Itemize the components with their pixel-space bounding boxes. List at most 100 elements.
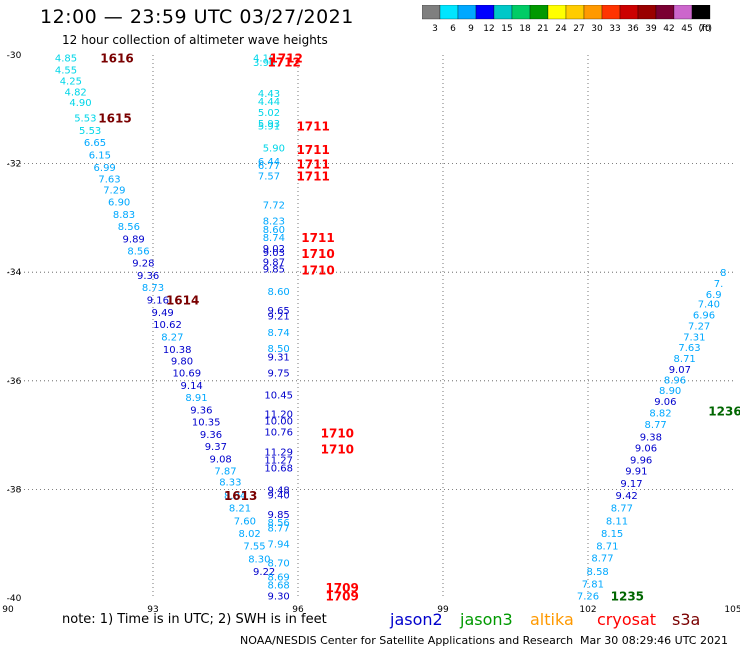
swh-value-label: 4.85	[55, 54, 77, 65]
swh-value-label: 8.74	[263, 233, 285, 244]
swh-value-label: 5.02	[258, 108, 280, 119]
swh-value-label: 9.06	[654, 397, 676, 408]
scale-label: 27	[573, 24, 584, 34]
time-label: 1616	[100, 52, 133, 66]
scale-swatch	[601, 5, 621, 20]
swh-value-label: 8.70	[268, 559, 290, 570]
swh-value-label: 8.56	[118, 222, 140, 233]
y-tick-label: -36	[7, 377, 22, 387]
swh-value-label: 9.80	[171, 357, 193, 368]
swh-value-label: 6.9	[706, 290, 722, 301]
swh-value-label: 8.96	[664, 376, 686, 387]
time-label: 1709	[325, 589, 358, 603]
swh-value-label: 9.85	[268, 510, 290, 521]
swh-value-label: 8.15	[601, 529, 623, 540]
y-tick-label: -40	[7, 594, 22, 604]
swh-value-label: 8.73	[142, 283, 164, 294]
swh-value-label: 8.60	[268, 287, 290, 298]
time-label: 1236	[708, 405, 740, 419]
swh-value-label: 9.21	[268, 312, 290, 323]
credit-text: NOAA/NESDIS Center for Satellite Applica…	[240, 634, 574, 647]
page-subtitle: 12 hour collection of altimeter wave hei…	[62, 33, 328, 47]
swh-value-label: 5.53	[74, 113, 96, 124]
swh-value-label: 9.16	[147, 295, 169, 306]
swh-value-label: 8.33	[219, 477, 241, 488]
swh-value-label: 8.30	[248, 554, 270, 565]
swh-value-label: 10.62	[153, 320, 182, 331]
swh-value-label: 7.94	[268, 540, 290, 551]
scale-swatch	[529, 5, 549, 20]
swh-value-label: 9.48	[268, 485, 290, 496]
scale-label: 36	[627, 24, 639, 34]
swh-value-label: 7.31	[683, 332, 705, 343]
swh-value-label: 6.99	[94, 163, 116, 174]
x-tick-label: 96	[292, 605, 304, 615]
swh-value-label: 4.44	[258, 97, 280, 108]
scale-label: 33	[609, 24, 620, 34]
x-tick-label: 99	[437, 605, 449, 615]
swh-value-label: 8.04	[224, 491, 246, 502]
scale-swatch	[422, 5, 441, 20]
swh-value-label: 7.87	[214, 466, 236, 477]
time-label: 1710	[321, 426, 354, 440]
swh-value-label: 4.90	[69, 98, 91, 109]
swh-value-label: 7.26	[577, 591, 599, 602]
y-tick-label: -38	[7, 485, 22, 495]
swh-value-label: 8.56	[127, 246, 149, 257]
swh-value-label: 8.50	[268, 344, 290, 355]
swh-value-label: 8	[720, 268, 726, 279]
swh-value-label: 4.25	[60, 77, 82, 88]
time-label: 1711	[301, 231, 334, 245]
swh-value-label: 10.68	[264, 464, 293, 475]
swh-value-label: 6.77	[258, 161, 280, 172]
x-tick-label: 102	[579, 605, 596, 615]
time-label: 1235	[611, 589, 644, 603]
swh-value-label: 10.00	[264, 416, 293, 427]
scale-label: 18	[519, 24, 531, 34]
time-label: 1710	[321, 443, 354, 457]
swh-value-label: 7.40	[698, 300, 720, 311]
swh-value-label: 8.77	[268, 523, 290, 534]
swh-value-label: 9.87	[263, 257, 285, 268]
swh-value-label: 8.23	[263, 217, 285, 228]
swh-value-label: 10.38	[163, 345, 192, 356]
satellite-tracks: 4.854.554.254.824.905.535.536.656.156.99…	[55, 54, 727, 603]
swh-value-label: 8.90	[659, 386, 681, 397]
track-2: 7.267.818.588.778.718.158.118.779.429.17…	[577, 268, 727, 602]
swh-value-label: 9.31	[268, 352, 290, 363]
legend-item-s3a: s3a	[672, 610, 701, 629]
swh-value-label: 8.11	[606, 516, 628, 527]
swh-value-label: 5.91	[258, 122, 280, 133]
swh-value-label: 7.63	[678, 343, 700, 354]
swh-value-label: 7.	[714, 279, 724, 290]
page-title: 12:00 — 23:59 UTC 03/27/2021	[40, 6, 354, 28]
scale-label: 24	[555, 24, 567, 34]
scale-swatch	[583, 5, 603, 20]
swh-value-label: 8.21	[229, 503, 251, 514]
swh-value-label: 8.71	[674, 354, 696, 365]
y-tick-label: -32	[7, 160, 22, 170]
scale-swatch	[691, 5, 711, 20]
swh-value-label: 10.69	[173, 369, 202, 380]
time-label: 1711	[296, 170, 329, 184]
swh-value-label: 9.06	[635, 444, 657, 455]
swh-value-label: 9.36	[137, 271, 159, 282]
scale-label: 45	[681, 24, 692, 34]
swh-value-label: 7.81	[582, 579, 604, 590]
scale-swatch	[475, 5, 495, 20]
time-label: 1711	[296, 158, 329, 172]
swh-value-label: 6.96	[693, 311, 715, 322]
swh-value-label: 8.02	[239, 529, 261, 540]
swh-value-label: 7.63	[98, 174, 120, 185]
swh-value-label: 9.91	[625, 466, 647, 477]
grid	[8, 55, 733, 598]
swh-value-label: 9.36	[190, 406, 212, 417]
swh-value-label: 4.82	[65, 87, 87, 98]
swh-value-label: 9.07	[669, 365, 691, 376]
scale-swatch	[493, 5, 513, 20]
swh-value-label: 7.57	[258, 172, 280, 183]
swh-value-label: 6.90	[108, 198, 130, 209]
scale-label: 9	[468, 24, 474, 34]
scale-unit: (ft)	[698, 24, 712, 34]
swh-value-label: 8.71	[596, 541, 618, 552]
